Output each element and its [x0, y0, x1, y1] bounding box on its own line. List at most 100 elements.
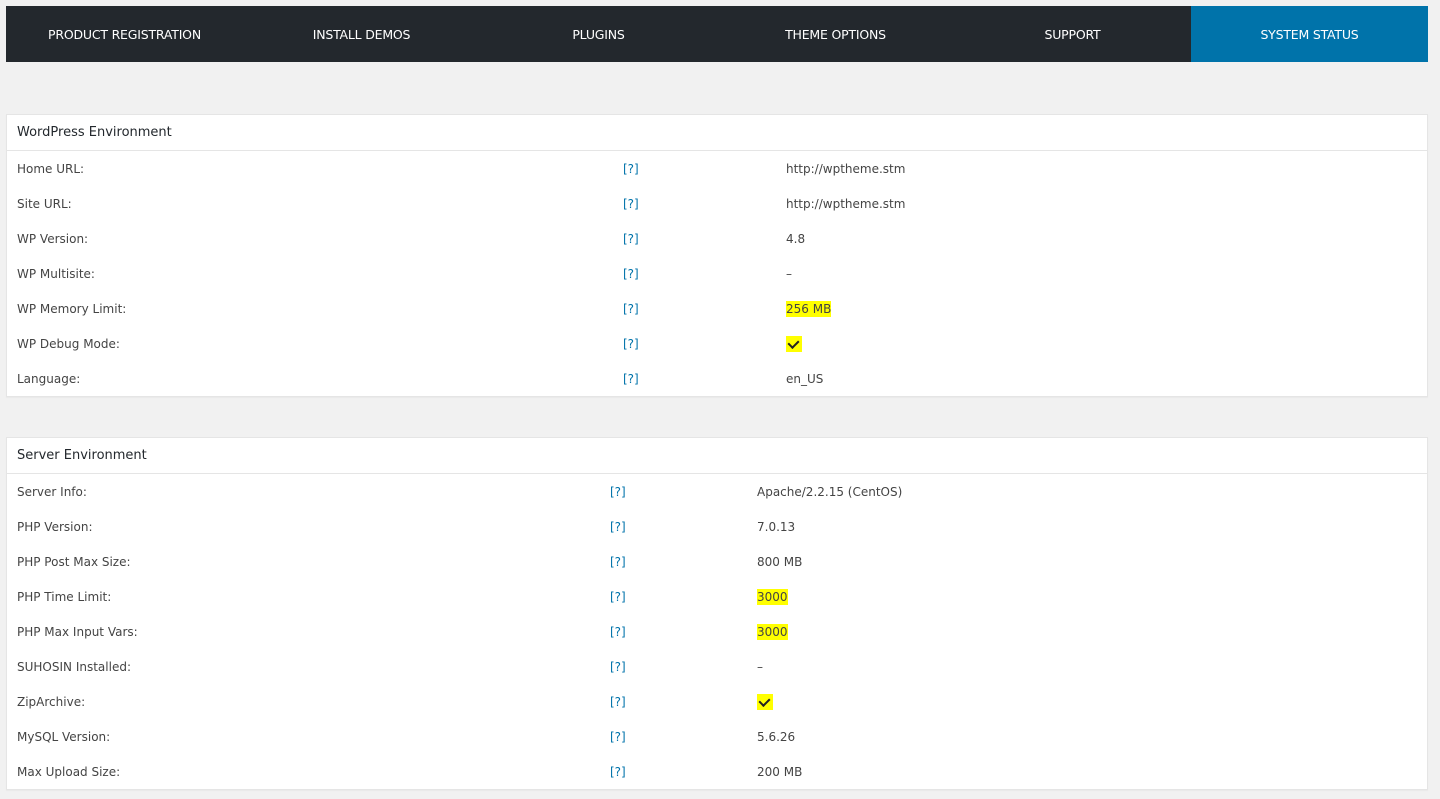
row-label: WP Memory Limit: [17, 301, 127, 316]
help-cell: [?] [600, 474, 747, 509]
help-cell: [?] [600, 719, 747, 754]
value-text: 5.6.26 [757, 729, 796, 744]
help-link[interactable]: [?] [610, 554, 626, 569]
value-text: – [786, 266, 792, 281]
help-link[interactable]: [?] [610, 589, 626, 604]
table-row: WP Version: [?] 4.8 [7, 221, 1427, 256]
value-text: http://wptheme.stm [786, 161, 906, 176]
table-row: Home URL: [?] http://wptheme.stm [7, 151, 1427, 186]
check-icon [757, 693, 773, 710]
wordpress-environment-table: Home URL: [?] http://wptheme.stm Site URL: [… [7, 151, 1427, 396]
row-value: – [776, 256, 1427, 291]
help-link[interactable]: [?] [623, 266, 639, 281]
help-cell: [?] [600, 579, 747, 614]
table-row: Max Upload Size: [?] 200 MB [7, 754, 1427, 789]
section-title: WordPress Environment [7, 115, 1427, 151]
help-link[interactable]: [?] [623, 336, 639, 351]
help-cell: [?] [613, 221, 776, 256]
row-value: Apache/2.2.15 (CentOS) [747, 474, 1427, 509]
table-row: PHP Max Input Vars: [?] 3000 [7, 614, 1427, 649]
nav-tab-theme-options[interactable]: THEME OPTIONS [785, 26, 886, 42]
row-label: PHP Max Input Vars: [17, 624, 138, 639]
value-text: Apache/2.2.15 (CentOS) [757, 484, 903, 499]
row-value: 4.8 [776, 221, 1427, 256]
table-row: MySQL Version: [?] 5.6.26 [7, 719, 1427, 754]
help-link[interactable]: [?] [610, 694, 626, 709]
table-row: WP Multisite: [?] – [7, 256, 1427, 291]
help-link[interactable]: [?] [623, 231, 639, 246]
table-row: WP Debug Mode: [?] [7, 326, 1427, 361]
help-cell: [?] [613, 326, 776, 361]
nav-tab-support[interactable]: SUPPORT [1044, 26, 1101, 42]
value-text: 256 MB [786, 300, 832, 317]
row-label: Site URL: [17, 196, 72, 211]
nav-tab-system-status[interactable]: SYSTEM STATUS [1191, 6, 1428, 62]
row-value: 5.6.26 [747, 719, 1427, 754]
help-link[interactable]: [?] [610, 519, 626, 534]
help-link[interactable]: [?] [623, 161, 639, 176]
row-label: PHP Time Limit: [17, 589, 112, 604]
wordpress-environment-panel: WordPress Environment Home URL: [?] http:/… [6, 114, 1428, 397]
row-label: Language: [17, 371, 81, 386]
help-cell: [?] [613, 186, 776, 221]
nav-tab-product-registration[interactable]: PRODUCT REGISTRATION [48, 26, 201, 42]
help-link[interactable]: [?] [610, 659, 626, 674]
help-link[interactable]: [?] [610, 484, 626, 499]
row-value: 800 MB [747, 544, 1427, 579]
check-icon [786, 335, 802, 352]
table-row: PHP Time Limit: [?] 3000 [7, 579, 1427, 614]
row-label: PHP Post Max Size: [17, 554, 131, 569]
row-label: Server Info: [17, 484, 87, 499]
table-row: PHP Post Max Size: [?] 800 MB [7, 544, 1427, 579]
value-text: 200 MB [757, 764, 803, 779]
section-title: Server Environment [7, 438, 1427, 474]
help-link[interactable]: [?] [610, 624, 626, 639]
help-link[interactable]: [?] [623, 301, 639, 316]
row-value: en_US [776, 361, 1427, 396]
help-cell: [?] [600, 754, 747, 789]
help-cell: [?] [613, 256, 776, 291]
help-link[interactable]: [?] [623, 196, 639, 211]
value-text: 800 MB [757, 554, 803, 569]
help-cell: [?] [613, 151, 776, 186]
row-label: PHP Version: [17, 519, 93, 534]
row-value [776, 326, 1427, 361]
row-value: http://wptheme.stm [776, 186, 1427, 221]
row-value: – [747, 649, 1427, 684]
table-row: Language: [?] en_US [7, 361, 1427, 396]
row-label: ZipArchive: [17, 694, 86, 709]
table-row: SUHOSIN Installed: [?] – [7, 649, 1427, 684]
row-value: 3000 [747, 614, 1427, 649]
row-label: SUHOSIN Installed: [17, 659, 131, 674]
table-row: Site URL: [?] http://wptheme.stm [7, 186, 1427, 221]
help-cell: [?] [600, 649, 747, 684]
row-value: 200 MB [747, 754, 1427, 789]
nav-tab-plugins[interactable]: PLUGINS [572, 26, 625, 42]
nav-tab-install-demos[interactable]: INSTALL DEMOS [312, 26, 411, 42]
help-cell: [?] [600, 684, 747, 719]
help-cell: [?] [613, 361, 776, 396]
row-value [747, 684, 1427, 719]
top-nav: PRODUCT REGISTRATION INSTALL DEMOS PLUGINS… [6, 6, 1428, 62]
value-text: 3000 [757, 623, 788, 640]
help-cell: [?] [613, 291, 776, 326]
value-text: 4.8 [786, 231, 806, 246]
row-label: Max Upload Size: [17, 764, 121, 779]
help-link[interactable]: [?] [610, 729, 626, 744]
table-row: PHP Version: [?] 7.0.13 [7, 509, 1427, 544]
row-label: WP Multisite: [17, 266, 95, 281]
row-value: 256 MB [776, 291, 1427, 326]
help-link[interactable]: [?] [623, 371, 639, 386]
value-text: 3000 [757, 588, 788, 605]
row-label: MySQL Version: [17, 729, 111, 744]
value-text: – [757, 659, 763, 674]
row-value: http://wptheme.stm [776, 151, 1427, 186]
row-value: 3000 [747, 579, 1427, 614]
row-label: Home URL: [17, 161, 85, 176]
row-label: WP Debug Mode: [17, 336, 120, 351]
table-row: WP Memory Limit: [?] 256 MB [7, 291, 1427, 326]
table-row: ZipArchive: [?] [7, 684, 1427, 719]
help-link[interactable]: [?] [610, 764, 626, 779]
help-cell: [?] [600, 509, 747, 544]
server-environment-table: Server Info: [?] Apache/2.2.15 (CentOS) PHP… [7, 474, 1427, 789]
